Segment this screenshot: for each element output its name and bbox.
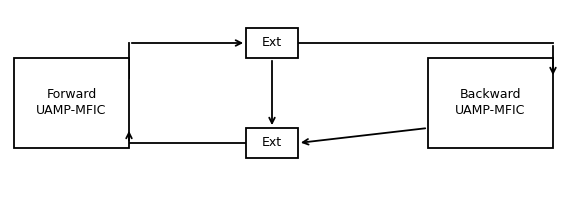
Text: Forward: Forward: [46, 88, 96, 102]
Text: Ext: Ext: [262, 136, 282, 150]
Text: Ext: Ext: [262, 36, 282, 49]
Bar: [246, 28, 298, 58]
Text: UAMP-MFIC: UAMP-MFIC: [36, 104, 107, 117]
Bar: [14, 58, 129, 148]
Text: Backward: Backward: [460, 88, 522, 102]
Bar: [428, 58, 553, 148]
Text: UAMP-MFIC: UAMP-MFIC: [456, 104, 526, 117]
Bar: [246, 128, 298, 158]
